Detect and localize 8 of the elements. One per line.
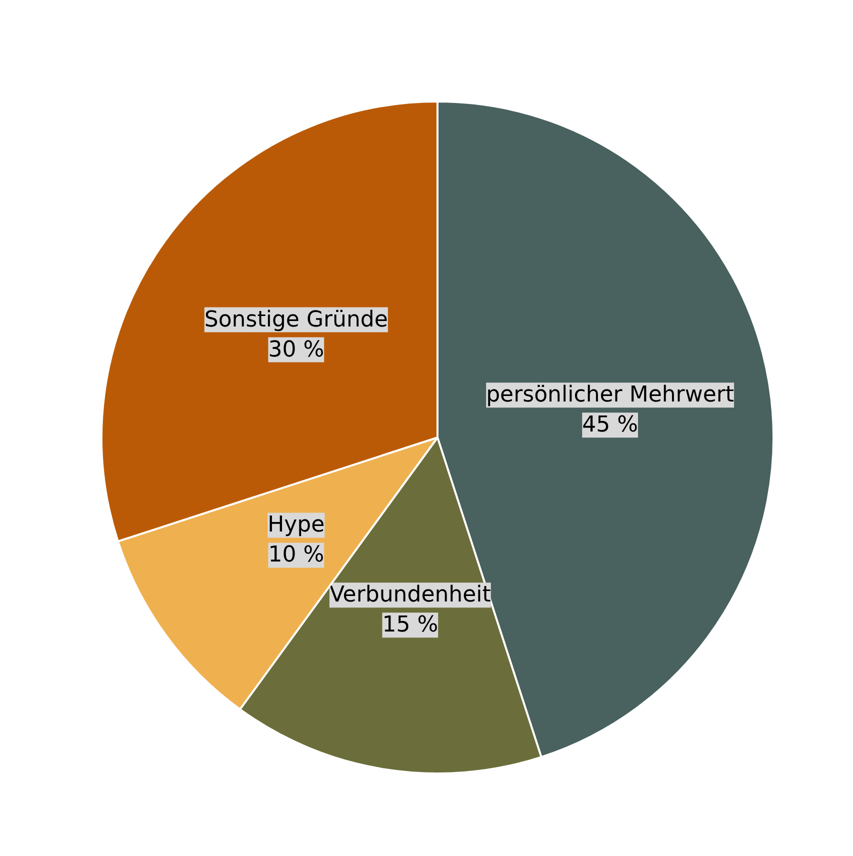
data-label: 45 % xyxy=(582,412,638,438)
data-label: 15 % xyxy=(382,612,438,638)
slice-label: persönlicher Mehrwert xyxy=(486,382,734,408)
data-label: 10 % xyxy=(268,542,324,568)
slice-label: Verbundenheit xyxy=(329,582,492,608)
data-label: 30 % xyxy=(268,337,324,362)
slice-label: Hype xyxy=(268,512,325,538)
slice-label: Sonstige Gründe xyxy=(204,307,388,332)
